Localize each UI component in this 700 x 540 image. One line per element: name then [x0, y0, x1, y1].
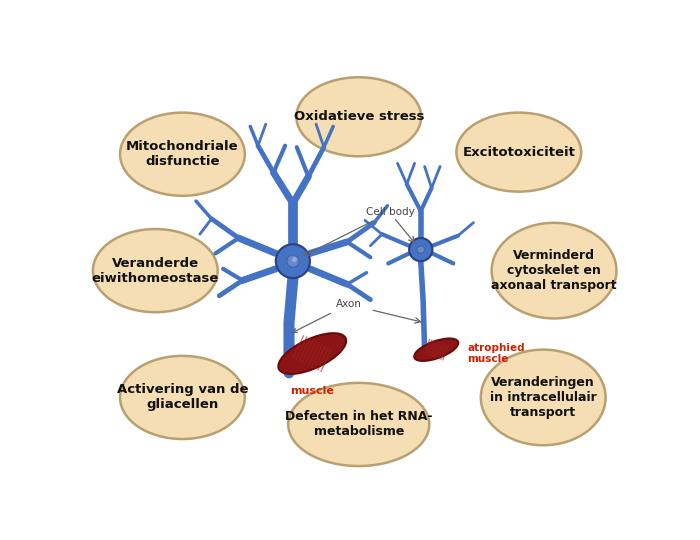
- Ellipse shape: [279, 333, 346, 374]
- Text: Verminderd
cytoskelet en
axonaal transport: Verminderd cytoskelet en axonaal transpo…: [491, 249, 617, 292]
- Ellipse shape: [288, 383, 429, 466]
- Text: Axon: Axon: [293, 299, 361, 333]
- Circle shape: [409, 238, 433, 261]
- Text: Defecten in het RNA-
metabolisme: Defecten in het RNA- metabolisme: [285, 410, 433, 438]
- Ellipse shape: [120, 356, 245, 439]
- Text: atrophied
muscle: atrophied muscle: [468, 343, 525, 364]
- Text: Mitochondriale
disfunctie: Mitochondriale disfunctie: [126, 140, 239, 168]
- Text: Activering van de
gliacellen: Activering van de gliacellen: [117, 383, 248, 411]
- Circle shape: [287, 255, 299, 267]
- Ellipse shape: [120, 113, 245, 196]
- Ellipse shape: [491, 223, 617, 319]
- Circle shape: [417, 246, 425, 253]
- Circle shape: [276, 244, 310, 278]
- Text: Oxidatieve stress: Oxidatieve stress: [293, 110, 424, 123]
- Text: Veranderde
eiwithomeostase: Veranderde eiwithomeostase: [92, 256, 219, 285]
- Text: Excitotoxiciteit: Excitotoxiciteit: [463, 146, 575, 159]
- Ellipse shape: [93, 229, 218, 312]
- Ellipse shape: [296, 77, 421, 156]
- Text: Cell body: Cell body: [304, 207, 415, 255]
- Circle shape: [292, 257, 297, 262]
- Text: muscle: muscle: [290, 386, 334, 396]
- Ellipse shape: [414, 339, 458, 361]
- Ellipse shape: [456, 113, 581, 192]
- Text: Veranderingen
in intracellulair
transport: Veranderingen in intracellulair transpor…: [490, 376, 596, 419]
- Ellipse shape: [481, 349, 606, 445]
